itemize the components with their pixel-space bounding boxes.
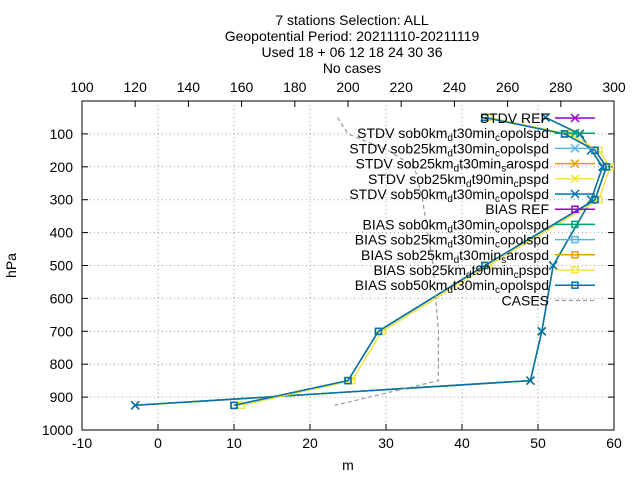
chart-title-line-1: 7 stations Selection: ALL: [275, 12, 429, 28]
legend-label: STDV sob50kmdt30mincopolspd: [349, 186, 549, 205]
data-point-square: [591, 146, 599, 155]
data-point-x: [548, 260, 558, 271]
legend-label: BIAS sob25kmdt30minsarospd: [361, 247, 549, 266]
data-point-square: [571, 205, 579, 213]
legend-label: STDV sob25kmdt30mincopolspd: [349, 140, 549, 159]
x2-tick-label: 220: [390, 79, 414, 95]
data-point-x: [570, 128, 580, 138]
data-point-square: [595, 195, 603, 204]
y-tick-label: 400: [50, 225, 74, 241]
y-tick-label: 700: [50, 323, 74, 339]
x-axis-label: m: [342, 457, 354, 473]
x2-tick-label: 240: [443, 79, 467, 95]
legend-label: STDV REF: [480, 110, 549, 126]
y-tick-label: 500: [50, 258, 74, 274]
y-tick-label: 1000: [42, 422, 73, 438]
legend-label: STDV sob25kmdt30minsarospd: [356, 156, 549, 175]
legend-label: BIAS sob50kmdt30mincopolspd: [355, 277, 549, 296]
x-tick-label: 50: [530, 435, 546, 451]
x2-tick-label: 280: [549, 79, 573, 95]
chart-title-line-4: No cases: [323, 60, 381, 76]
data-point-square: [481, 261, 489, 270]
x2-tick-label: 120: [124, 79, 148, 95]
data-point-x: [570, 159, 580, 169]
y-axis-label: hPa: [3, 253, 19, 278]
series-line: [233, 116, 608, 407]
x-tick-label: 60: [606, 435, 622, 451]
data-point-square: [237, 401, 246, 410]
data-point-x: [130, 400, 140, 410]
x-tick-label: 0: [154, 435, 162, 451]
data-point-square: [344, 376, 352, 385]
x2-tick-label: 260: [496, 79, 520, 95]
data-point-square: [591, 195, 599, 204]
x-tick-label: 40: [454, 435, 470, 451]
x-tick-label: -10: [72, 435, 92, 451]
x-tick-label: 30: [378, 435, 394, 451]
data-point-square: [571, 235, 579, 244]
y-tick-label: 800: [50, 356, 74, 372]
data-point-x: [541, 112, 551, 122]
data-point-square: [602, 163, 611, 171]
x2-tick-label: 300: [602, 79, 626, 95]
y-tick-label: 900: [50, 389, 74, 405]
data-point-square: [230, 401, 238, 410]
data-point-square: [571, 266, 579, 274]
legend-label: CASES: [502, 292, 549, 308]
legend-label: BIAS REF: [485, 201, 549, 217]
data-point-square: [571, 251, 579, 259]
data-point-square: [606, 163, 614, 171]
series-line: [334, 117, 439, 406]
data-point-x: [525, 376, 535, 386]
data-point-x: [570, 189, 580, 199]
legend-label: BIAS sob25kmdt30mincopolspd: [355, 232, 549, 251]
legend-label: STDV sob0kmdt30mincopolspd: [357, 125, 549, 144]
y-tick-label: 200: [50, 159, 74, 175]
data-point-x: [570, 143, 580, 153]
x-tick-label: 20: [302, 435, 318, 451]
data-point-x: [537, 326, 547, 336]
legend-label: BIAS sob25kmdt90mincpspd: [373, 262, 549, 281]
data-point-square: [374, 327, 383, 336]
chart-title-line-3: Used 18 + 06 12 18 24 30 36: [262, 44, 443, 60]
data-point-x: [570, 113, 580, 123]
data-point-square: [481, 113, 489, 122]
chart-title-line-2: Geopotential Period: 20211110-20211119: [225, 28, 480, 44]
x2-tick-label: 160: [230, 79, 254, 95]
legend-label: BIAS sob0kmdt30mincopolspd: [363, 216, 549, 235]
x2-tick-label: 180: [283, 79, 307, 95]
x-tick-label: 10: [226, 435, 242, 451]
x2-tick-label: 140: [177, 79, 201, 95]
x2-tick-label: 100: [70, 79, 94, 95]
data-point-x: [570, 174, 580, 184]
data-point-square: [571, 281, 579, 289]
series-line: [241, 116, 612, 407]
legend-label: STDV sob25kmdt90mincpspd: [368, 171, 549, 190]
y-tick-label: 600: [50, 290, 74, 306]
x2-tick-label: 200: [336, 79, 360, 95]
y-tick-label: 100: [50, 126, 74, 142]
data-point-square: [571, 220, 579, 229]
y-tick-label: 300: [50, 192, 74, 208]
